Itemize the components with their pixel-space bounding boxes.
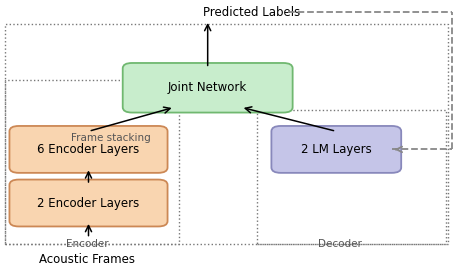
Text: 6 Encoder Layers: 6 Encoder Layers (37, 143, 140, 156)
Bar (5, 80, 179, 244)
Text: Predicted Labels: Predicted Labels (203, 6, 300, 18)
Bar (257, 110, 446, 244)
FancyBboxPatch shape (9, 126, 168, 173)
Text: Encoder: Encoder (66, 239, 109, 250)
Bar (5, 24, 448, 244)
FancyBboxPatch shape (123, 63, 293, 113)
Text: Frame stacking: Frame stacking (71, 133, 151, 143)
Text: 2 Encoder Layers: 2 Encoder Layers (37, 196, 140, 210)
FancyBboxPatch shape (9, 180, 168, 226)
FancyBboxPatch shape (271, 126, 401, 173)
Text: 2 LM Layers: 2 LM Layers (301, 143, 371, 156)
Text: Decoder: Decoder (318, 239, 362, 250)
Text: Acoustic Frames: Acoustic Frames (39, 254, 135, 266)
Text: Joint Network: Joint Network (168, 81, 247, 94)
